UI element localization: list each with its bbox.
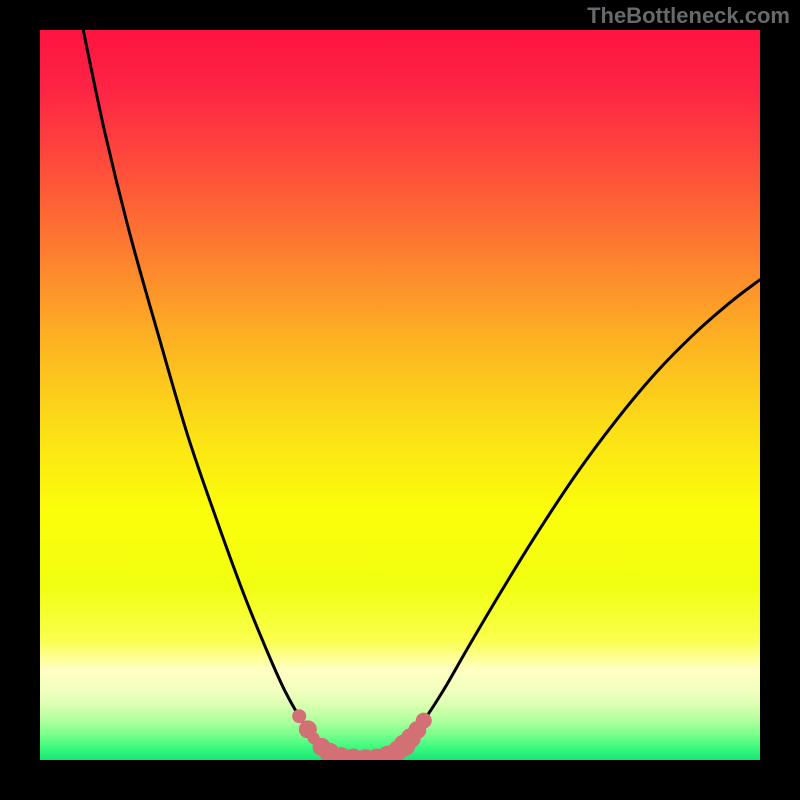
dot-trail-point: [416, 713, 432, 729]
gradient-background: [40, 30, 760, 760]
dot-trail-point: [292, 709, 306, 723]
figure-root: TheBottleneck.com: [0, 0, 800, 800]
plot-area: [40, 30, 760, 760]
watermark-text: TheBottleneck.com: [587, 3, 790, 29]
chart-svg: [40, 30, 760, 760]
